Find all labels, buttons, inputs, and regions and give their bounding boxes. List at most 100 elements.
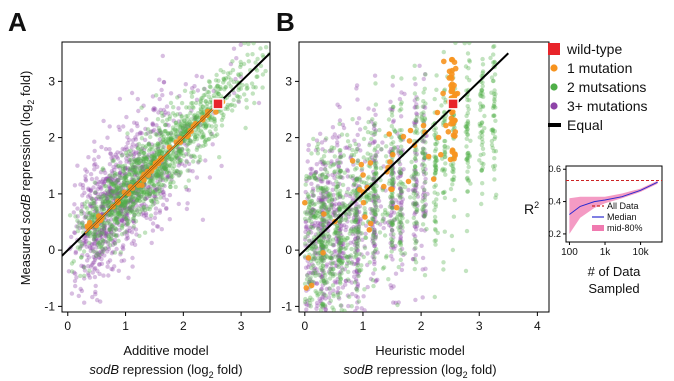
point-B-3-mutations: [372, 139, 377, 145]
point-B-3-mutations: [332, 175, 337, 180]
point-B-2-mutsations: [480, 181, 485, 186]
point-A-2-mutsations: [103, 195, 108, 200]
point-A-2-mutsations: [92, 229, 97, 235]
point-B-3-mutations: [415, 194, 421, 199]
point-B-3-mutations: [321, 223, 326, 228]
point-A-2-mutsations: [161, 137, 166, 142]
point-B-3-mutations: [340, 241, 345, 246]
point-B-2-mutsations: [464, 121, 469, 126]
point-B-2-mutsations: [344, 263, 349, 269]
point-B-3-mutations: [337, 255, 342, 260]
point-A-2-mutsations: [164, 117, 170, 123]
point-B-2-mutsations: [448, 162, 454, 167]
point-B-3-mutations: [355, 210, 360, 215]
point-B-2-mutsations: [354, 252, 359, 257]
point-A-3-mutations: [135, 156, 141, 161]
point-A-3-mutations: [138, 130, 143, 135]
point-A-3-mutations: [131, 165, 136, 170]
point-B-3-mutations: [319, 287, 324, 292]
point-A-2-mutsations: [85, 210, 91, 215]
point-A-3-mutations: [80, 182, 86, 188]
point-B-3-mutations: [339, 265, 344, 270]
point-B-2-mutsations: [493, 118, 498, 124]
point-B-2-mutsations: [316, 200, 322, 205]
point-B-3-mutations: [337, 231, 343, 236]
point-B-3-mutations: [320, 147, 325, 152]
point-A-3-mutations: [161, 165, 166, 170]
point-A-2-mutsations: [129, 195, 134, 200]
point-B-3-mutations: [354, 212, 359, 217]
point-B-2-mutsations: [324, 216, 329, 222]
point-A-3-mutations: [160, 53, 165, 59]
point-A-2-mutsations: [200, 123, 206, 129]
point-B-2-mutsations: [413, 129, 419, 134]
point-B-2-mutsations: [354, 286, 359, 291]
point-B-2-mutsations: [448, 186, 454, 192]
point-A-2-mutsations: [108, 237, 114, 242]
point-A-2-mutsations: [165, 155, 170, 161]
point-A-3-mutations: [148, 184, 153, 189]
point-B-2-mutsations: [414, 114, 420, 120]
point-A-2-mutsations: [249, 81, 255, 86]
point-B-3-mutations: [388, 107, 393, 112]
point-B-2-mutsations: [422, 147, 427, 152]
point-A-2-mutsations: [193, 115, 198, 120]
point-A-3-mutations: [110, 158, 115, 163]
point-B-3-mutations: [309, 230, 314, 235]
point-B-3-mutations: [338, 153, 343, 159]
point-B-2-mutsations: [341, 153, 346, 158]
point-B-3-mutations: [357, 204, 363, 209]
point-A-2-mutsations: [155, 173, 161, 178]
point-B-3-mutations: [326, 207, 331, 212]
point-A-2-mutsations: [162, 166, 168, 172]
point-B-3-mutations: [315, 220, 321, 226]
point-B-3-mutations: [420, 295, 425, 300]
point-B-3-mutations: [319, 195, 324, 200]
point-A-2-mutsations: [237, 95, 242, 100]
point-A-2-mutsations: [137, 233, 142, 239]
point-B-3-mutations: [389, 209, 394, 215]
point-B-2-mutsations: [439, 103, 444, 108]
point-A-3-mutations: [108, 151, 113, 156]
point-A-3-mutations: [88, 172, 94, 177]
point-A-2-mutsations: [135, 196, 141, 201]
point-A-2-mutsations: [231, 97, 236, 103]
point-A-3-mutations: [115, 191, 121, 196]
point-B-3-mutations: [321, 195, 327, 200]
point-A-3-mutations: [167, 174, 172, 179]
point-A-2-mutsations: [95, 227, 100, 232]
point-B-1-mutation: [367, 160, 374, 166]
point-B-3-mutations: [360, 237, 365, 242]
point-A-2-mutsations: [142, 155, 148, 160]
point-B-3-mutations: [372, 249, 377, 254]
point-A-3-mutations: [108, 193, 113, 198]
point-A-2-mutsations: [108, 232, 113, 237]
point-A-2-mutsations: [152, 143, 158, 148]
point-B-3-mutations: [315, 303, 320, 308]
point-A-3-mutations: [100, 179, 105, 184]
point-A-2-mutsations: [178, 121, 183, 127]
point-B-3-mutations: [329, 256, 334, 261]
point-A-2-mutsations: [120, 211, 125, 217]
point-B-3-mutations: [388, 147, 394, 152]
point-A-3-mutations: [123, 172, 129, 177]
point-B-2-mutsations: [365, 129, 371, 135]
point-A-2-mutsations: [170, 125, 176, 130]
point-A-2-mutsations: [162, 122, 168, 128]
point-A-2-mutsations: [159, 130, 164, 135]
point-A-2-mutsations: [97, 230, 103, 235]
point-B-2-mutsations: [318, 204, 323, 210]
point-B-3-mutations: [359, 252, 364, 257]
point-B-2-mutsations: [355, 191, 360, 196]
point-A-2-mutsations: [193, 100, 199, 106]
point-A-3-mutations: [91, 185, 96, 190]
point-A-2-mutsations: [180, 125, 186, 130]
point-A-2-mutsations: [149, 198, 154, 203]
point-B-3-mutations: [327, 218, 332, 224]
point-B-2-mutsations: [479, 161, 484, 166]
point-A-2-mutsations: [170, 111, 176, 116]
point-B-2-mutsations: [332, 210, 337, 215]
point-B-2-mutsations: [320, 238, 326, 243]
point-B-3-mutations: [314, 300, 320, 306]
point-A-3-mutations: [142, 202, 147, 207]
